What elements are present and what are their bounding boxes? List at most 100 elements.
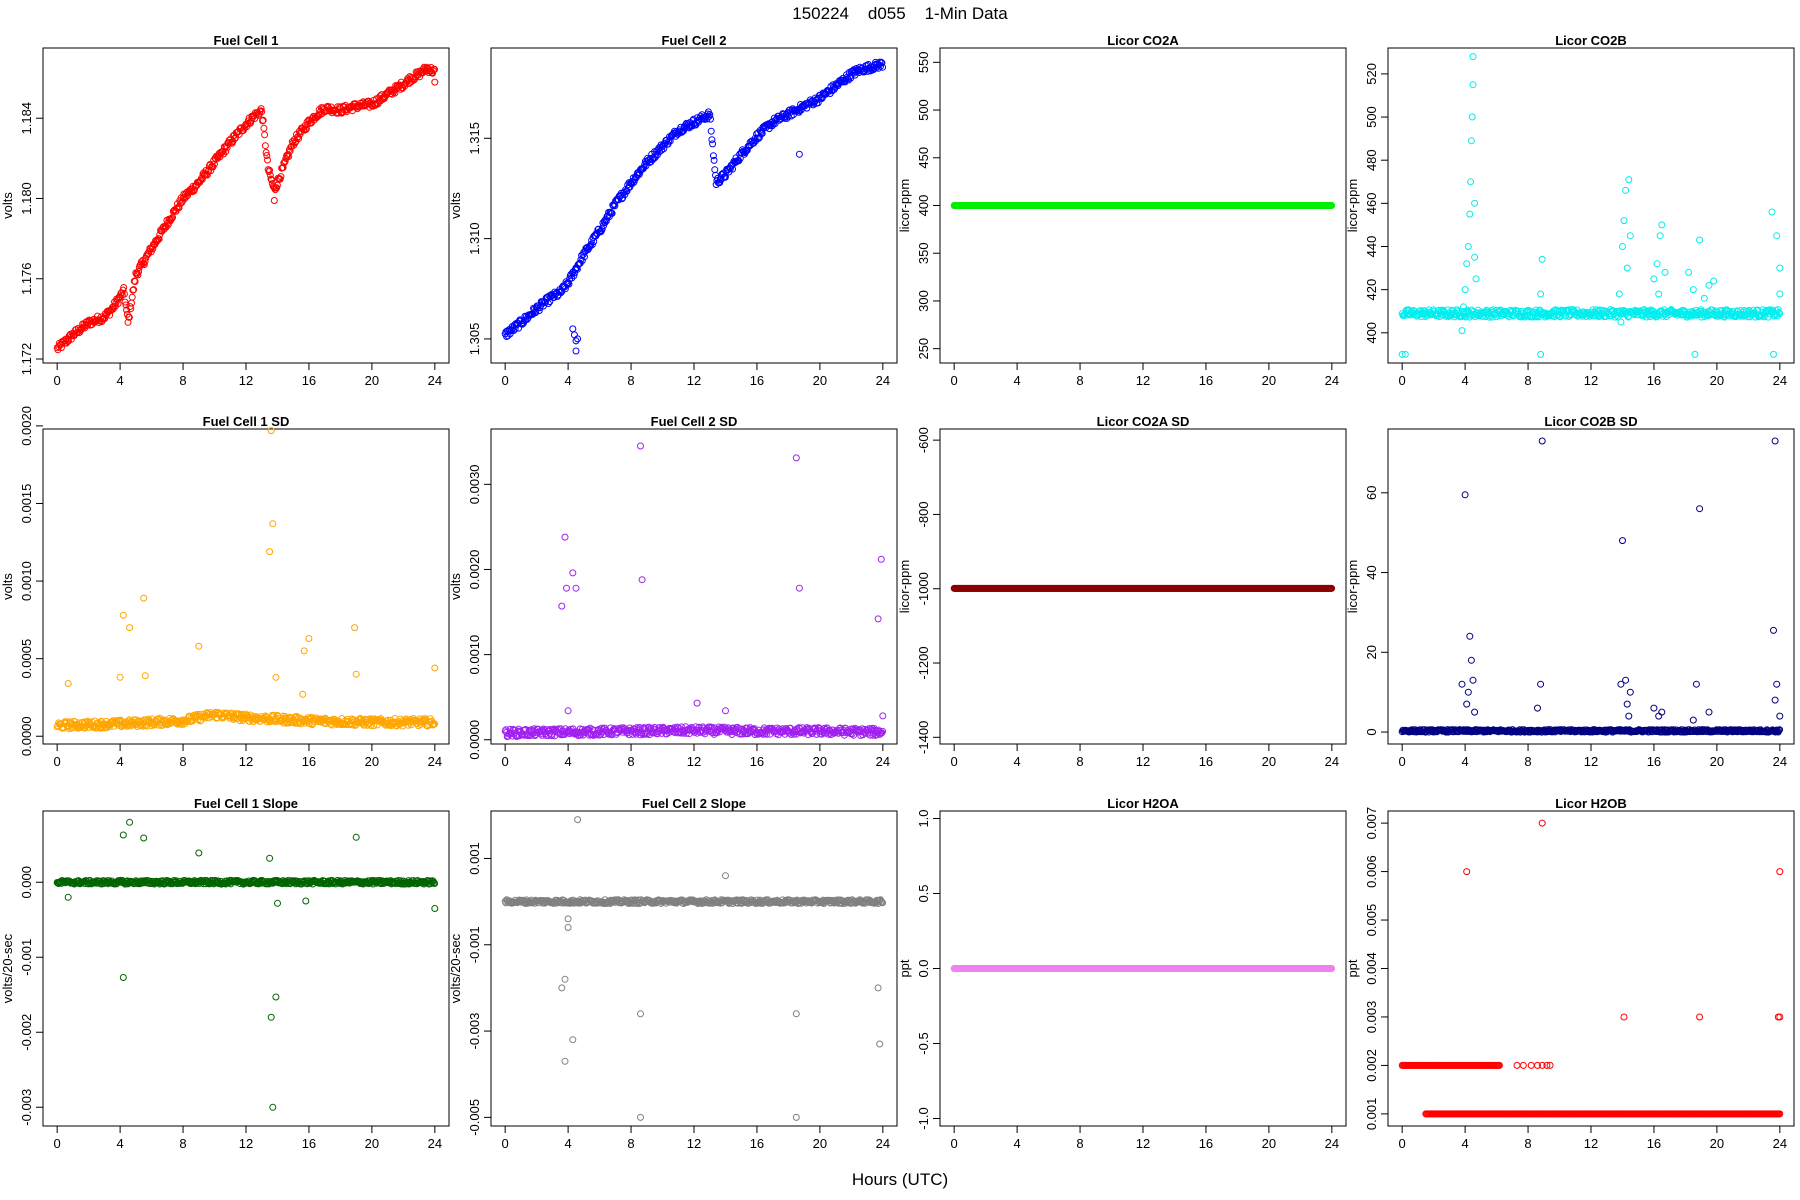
data-point — [1467, 137, 1475, 145]
data-point — [569, 325, 577, 333]
x-tick-label: 16 — [1647, 754, 1661, 769]
panel-7: Licor CO2A SD0 4 8 12 16 20 24-1400-1200-1000-… — [897, 414, 1347, 769]
data-point — [266, 166, 274, 174]
data-point — [1461, 491, 1469, 499]
data-point — [257, 105, 265, 113]
y-tick-label: 40 — [1364, 565, 1379, 579]
data-point — [230, 714, 238, 722]
data-point — [1469, 53, 1477, 61]
y-axis-label: licor-ppm — [1345, 179, 1360, 232]
plot-frame — [42, 810, 450, 1127]
y-tick-label: 0.0000 — [19, 716, 34, 756]
data-point — [1447, 311, 1455, 319]
y-tick-label: 250 — [916, 338, 931, 360]
y-tick-label: 500 — [1364, 106, 1379, 128]
y-tick-label: 300 — [916, 290, 931, 312]
data-point — [877, 555, 885, 563]
data-point — [1757, 312, 1765, 320]
x-tick-label: 24 — [876, 754, 890, 769]
data-point — [286, 147, 294, 155]
y-tick-label: 0.0015 — [19, 484, 34, 524]
data-point — [638, 576, 646, 584]
data-point — [207, 167, 215, 175]
data-point — [1620, 217, 1628, 225]
x-tick-label: 20 — [365, 373, 379, 388]
data-point — [1464, 688, 1472, 696]
data-point — [120, 284, 128, 291]
data-point — [64, 680, 72, 687]
data-point — [1700, 294, 1708, 302]
y-tick-label: 420 — [1364, 279, 1379, 301]
data-point — [1439, 306, 1447, 314]
data-point — [391, 89, 399, 97]
data-point — [561, 533, 569, 541]
data-point — [1650, 704, 1658, 712]
data-point — [141, 672, 149, 680]
x-tick-label: 20 — [1262, 373, 1276, 388]
panel-5: Fuel Cell 1 SD0 4 8 12 16 20 240.00000.00050.0… — [0, 406, 450, 769]
x-tick-label: 16 — [302, 754, 316, 769]
y-tick-label: 1.180 — [19, 182, 34, 215]
y-tick-label: 0.0030 — [467, 464, 482, 504]
y-tick-label: 0 — [1364, 728, 1379, 735]
data-point — [1625, 176, 1633, 184]
data-point — [1656, 232, 1664, 240]
data-point — [1472, 275, 1480, 283]
x-tick-label: 20 — [365, 754, 379, 769]
data-point — [116, 293, 124, 301]
data-point — [601, 219, 609, 227]
y-tick-label: 520 — [1364, 63, 1379, 85]
y-tick-label: 0.0005 — [19, 639, 34, 679]
x-tick-label: 0 — [502, 373, 509, 388]
data-point — [1710, 277, 1718, 285]
data-point — [1625, 712, 1633, 720]
data-point — [174, 203, 182, 211]
x-tick-label: 16 — [750, 373, 764, 388]
data-point — [707, 127, 715, 135]
data-point — [1467, 656, 1475, 664]
y-tick-label: 1.172 — [19, 343, 34, 376]
data-point — [637, 442, 644, 450]
data-point — [1771, 437, 1779, 445]
data-point — [710, 156, 718, 164]
data-point — [1653, 260, 1661, 268]
data-point — [743, 146, 751, 154]
y-tick-label: 1.315 — [467, 122, 482, 155]
x-tick-label: 8 — [627, 754, 634, 769]
y-tick-label: 1.305 — [467, 323, 482, 356]
x-tick-label: 4 — [564, 754, 571, 769]
data-point — [125, 313, 133, 321]
data-point — [564, 707, 572, 715]
panel-title: Licor CO2B SD — [1544, 414, 1637, 429]
data-point — [709, 152, 717, 160]
data-point — [1685, 268, 1693, 276]
data-point — [708, 136, 716, 144]
data-point — [295, 135, 303, 143]
data-point — [1469, 676, 1477, 684]
data-point — [507, 326, 515, 334]
data-points — [1398, 437, 1784, 736]
x-tick-label: 12 — [1136, 754, 1150, 769]
y-tick-label: 1.310 — [467, 222, 482, 255]
data-points — [950, 202, 1336, 209]
y-axis-label: volts — [0, 192, 15, 219]
data-point — [126, 624, 134, 632]
y-axis-label: volts — [0, 573, 15, 600]
data-point — [67, 724, 75, 732]
data-point — [1458, 680, 1466, 688]
x-tick-label: 16 — [302, 1136, 316, 1151]
y-tick-label: -0.003 — [19, 1089, 34, 1126]
data-point — [645, 156, 653, 164]
data-point — [191, 186, 198, 194]
data-point — [795, 150, 803, 158]
panel-title: Fuel Cell 1 Slope — [194, 796, 298, 811]
data-point — [300, 647, 308, 655]
data-point — [244, 117, 252, 125]
data-point — [55, 343, 63, 351]
data-point — [272, 673, 280, 681]
x-tick-label: 4 — [1013, 373, 1020, 388]
y-tick-label: 1.176 — [19, 262, 34, 295]
data-point — [845, 76, 853, 84]
data-point — [220, 150, 228, 158]
